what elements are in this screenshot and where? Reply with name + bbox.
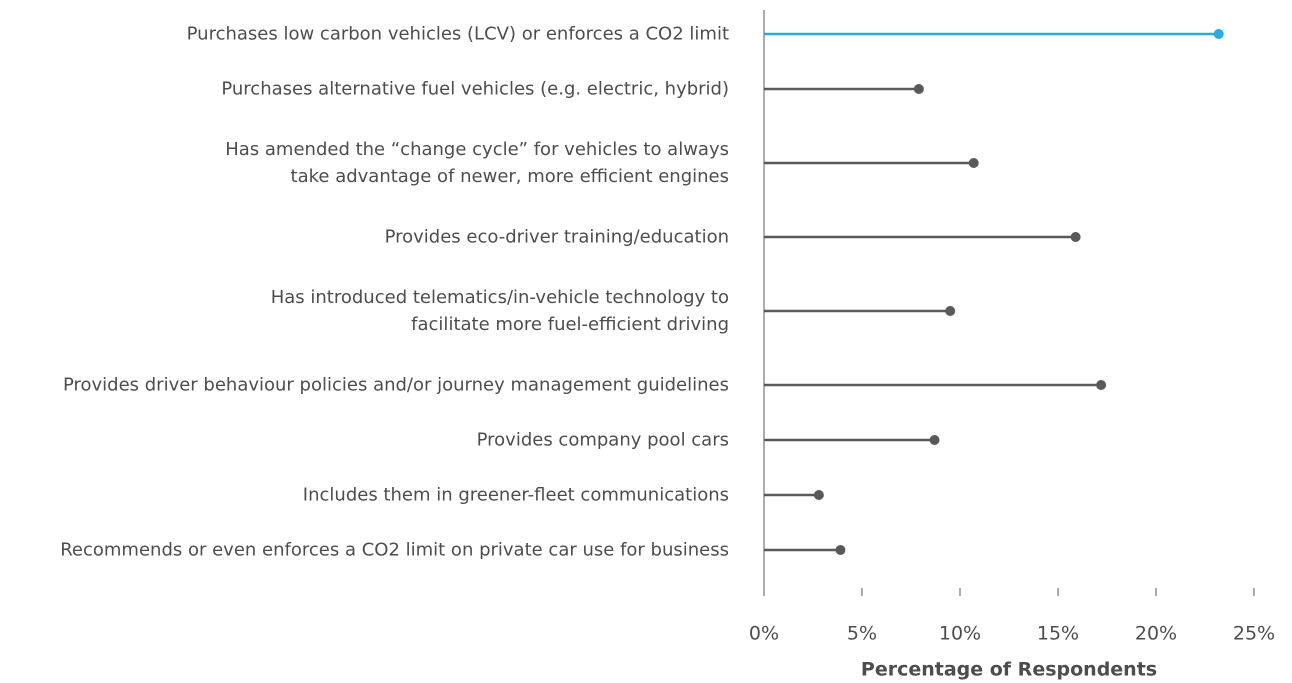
lollipop-dot bbox=[968, 158, 979, 168]
x-tick-label: 10% bbox=[939, 623, 981, 645]
lollipop-dot bbox=[1070, 232, 1081, 242]
category-label: Purchases alternative fuel vehicles (e.g… bbox=[221, 78, 729, 100]
x-tick-label: 5% bbox=[847, 623, 877, 645]
category-label: Includes them in greener-fleet communica… bbox=[302, 484, 729, 506]
category-label: Provides driver behaviour policies and/o… bbox=[62, 374, 729, 396]
x-tick-label: 15% bbox=[1037, 623, 1079, 645]
x-tick-label: 20% bbox=[1135, 623, 1177, 645]
lollipop-dot bbox=[835, 545, 846, 555]
lollipop-dot bbox=[1213, 29, 1224, 39]
x-tick-label: 0% bbox=[749, 623, 779, 645]
category-label: Recommends or even enforces a CO2 limit … bbox=[60, 539, 729, 561]
lollipop-dot bbox=[929, 435, 940, 445]
category-label: Has introduced telematics/in-vehicle tec… bbox=[270, 287, 729, 335]
x-axis-title: Percentage of Respondents bbox=[861, 659, 1157, 681]
category-label: Has amended the “change cycle” for vehic… bbox=[225, 139, 729, 187]
category-label: Provides eco-driver training/education bbox=[384, 226, 729, 248]
lollipop-dot bbox=[1096, 380, 1107, 390]
lollipop-dot bbox=[913, 84, 924, 94]
lollipop-dot bbox=[945, 306, 956, 316]
lollipop-dot bbox=[813, 490, 824, 500]
category-label: Purchases low carbon vehicles (LCV) or e… bbox=[186, 23, 729, 45]
category-label: Provides company pool cars bbox=[476, 429, 729, 451]
x-tick-label: 25% bbox=[1233, 623, 1275, 645]
